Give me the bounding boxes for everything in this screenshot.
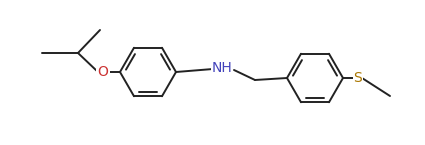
Text: S: S <box>354 71 363 85</box>
Text: O: O <box>98 65 108 79</box>
Text: NH: NH <box>212 61 232 75</box>
